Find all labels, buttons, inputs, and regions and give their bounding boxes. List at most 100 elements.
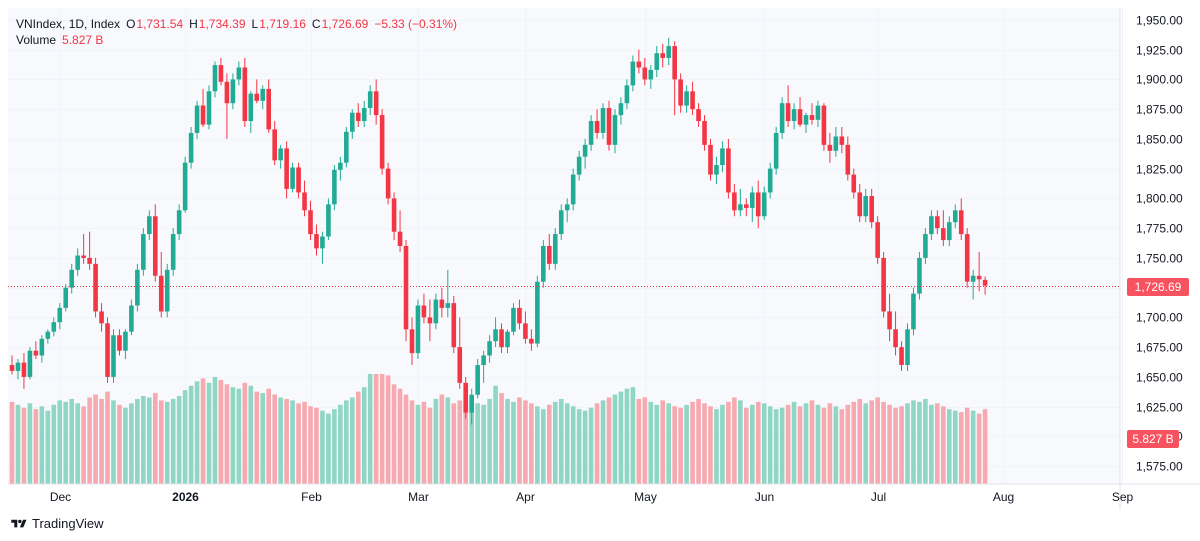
tradingview-logo[interactable]: TradingView [10,516,104,531]
candle-body [714,165,719,175]
candle-body [445,303,451,308]
candle [290,162,295,193]
candle-body [457,347,463,383]
volume-bar [785,404,791,484]
volume-bar [612,394,618,484]
candle [767,162,773,199]
volume-bar [917,401,922,484]
volume-bar [129,403,134,484]
candle-body [821,105,827,145]
candle [779,97,785,139]
candle-body [397,231,403,246]
candle [75,248,80,276]
candle-body [9,365,15,371]
candle-body [779,103,785,133]
volume-bar [415,404,421,484]
candle [373,79,379,125]
candle [576,150,582,181]
volume-bar [278,397,283,484]
candle-body [296,167,301,193]
candle-body [875,222,880,258]
candle-body [415,305,421,354]
candle-body [439,299,445,308]
volume-bar [570,406,576,484]
volume-bar [349,397,355,484]
candle [15,359,21,380]
legend-volume-label[interactable]: Volume [16,33,57,47]
candle-body [636,61,642,68]
candle [302,180,307,217]
candle [158,251,164,318]
candle-body [123,331,128,351]
volume-bar [81,406,86,484]
y-tick-label: 1,850.00 [1136,133,1183,147]
candle [558,204,564,241]
volume-bar [779,407,785,484]
candle [188,127,194,169]
volume-bar [982,409,988,484]
candle-body [541,246,546,282]
candle-body [99,311,104,324]
volume-bar [367,374,373,484]
candle [666,37,671,66]
candle [344,127,349,168]
candle-body [803,115,809,125]
candle-body [648,69,654,80]
candle [517,299,522,330]
volume-bar [517,397,522,484]
volume-bar [421,401,427,484]
candle [69,263,74,294]
volume-bar [935,403,940,484]
candle [833,127,839,157]
volume-bar [272,394,277,484]
candle-body [630,61,636,86]
volume-bar [99,398,104,484]
volume-bar [200,378,206,484]
volume-bar [242,382,248,484]
x-tick-label: Jun [755,490,774,504]
legend-symbol[interactable]: VNIndex, 1D, Index [16,17,121,31]
candle-body [767,168,773,193]
candle [129,299,134,336]
y-tick-label: 1,800.00 [1136,192,1183,206]
legend: VNIndex, 1D, Index O 1,731.54 H 1,734.39 L… [16,16,457,48]
candle [421,293,427,324]
y-axis: 1,575.001,600.001,625.001,650.001,675.00… [1136,14,1183,474]
candle [117,329,122,356]
candle [427,299,433,342]
volume-bar [600,400,606,484]
y-tick-label: 1,700.00 [1136,311,1183,325]
candle [845,136,851,181]
candle [612,109,618,154]
candle-body [755,192,761,217]
volume-bar [594,403,600,484]
candle [570,168,576,211]
candle-body [135,269,140,306]
candle-body [284,148,289,189]
candle [224,73,230,139]
candle-body [409,329,415,354]
volume-bar [648,401,654,484]
candle [899,341,904,371]
volume-bar [857,398,863,484]
candle [403,240,409,342]
candle-body [266,88,272,130]
volume-bar [630,387,636,484]
volume-bar [821,407,827,484]
candle-body [964,234,970,282]
candle [708,138,713,181]
volume-bar [672,406,677,484]
last-price-label: 1,726.69 [1127,278,1189,296]
candle [648,65,654,89]
candle [206,85,212,130]
x-tick-label: Dec [50,490,71,504]
candle-body [863,196,869,217]
y-tick-label: 1,825.00 [1136,163,1183,177]
volume-bar [123,407,128,484]
volume-bar [791,401,797,484]
candle-body [791,109,797,122]
candle-body [773,132,779,169]
candle [958,198,964,241]
candle [326,198,331,241]
